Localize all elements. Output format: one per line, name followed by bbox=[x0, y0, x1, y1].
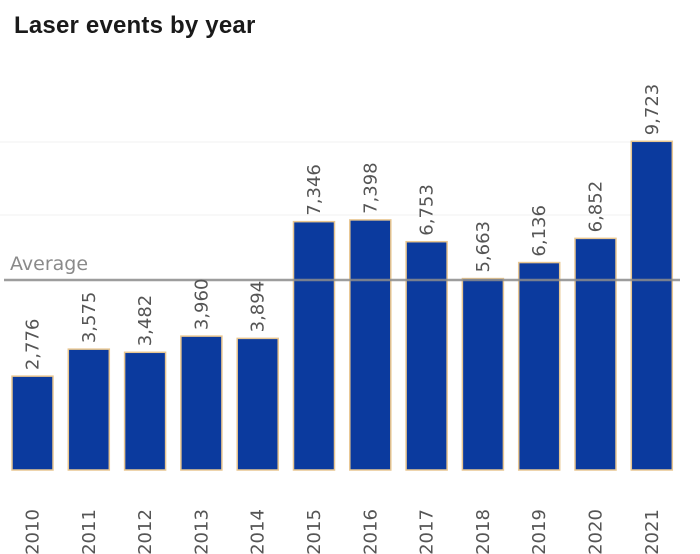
bar-2021 bbox=[630, 140, 674, 471]
chart-title: Laser events by year bbox=[14, 12, 256, 39]
bar-2013 bbox=[180, 335, 223, 471]
value-label-2014: 3,894 bbox=[248, 281, 269, 333]
value-label-2019: 6,136 bbox=[529, 205, 550, 257]
bar-2016 bbox=[349, 219, 392, 471]
x-tick-2013: 2013 bbox=[191, 509, 212, 554]
value-label-2015: 7,346 bbox=[304, 164, 325, 216]
x-tick-2011: 2011 bbox=[79, 509, 100, 554]
bar-2018 bbox=[461, 277, 505, 471]
x-axis-ticks: 2010 2011 2012 2013 2014 2015 2016 2017 2018 2019… bbox=[23, 509, 663, 554]
value-labels: 2,776 3,575 3,482 3,960 3,894 7,346 7,398 6,753… bbox=[23, 84, 663, 370]
average-reference: Average bbox=[4, 253, 680, 282]
bars bbox=[11, 140, 674, 471]
bar-2020 bbox=[574, 237, 617, 471]
bar-2019 bbox=[517, 261, 561, 471]
average-label: Average bbox=[10, 253, 88, 275]
x-tick-2021: 2021 bbox=[642, 509, 663, 554]
x-tick-2012: 2012 bbox=[135, 509, 156, 554]
value-label-2016: 7,398 bbox=[360, 162, 381, 214]
value-label-2011: 3,575 bbox=[79, 292, 100, 344]
x-tick-2010: 2010 bbox=[23, 509, 44, 554]
x-tick-2018: 2018 bbox=[473, 509, 494, 554]
bar-2014 bbox=[236, 337, 279, 471]
value-label-2010: 2,776 bbox=[23, 319, 44, 371]
value-label-2018: 5,663 bbox=[473, 221, 494, 273]
bar-2011 bbox=[67, 348, 111, 471]
x-tick-2020: 2020 bbox=[586, 509, 607, 554]
gridlines bbox=[0, 141, 672, 216]
value-label-2017: 6,753 bbox=[417, 184, 438, 236]
bar-2015 bbox=[292, 220, 336, 471]
value-label-2012: 3,482 bbox=[135, 295, 156, 347]
value-label-2013: 3,960 bbox=[191, 279, 212, 331]
bar-2012 bbox=[123, 351, 167, 471]
x-tick-2017: 2017 bbox=[417, 509, 438, 554]
x-tick-2016: 2016 bbox=[360, 509, 381, 554]
value-label-2020: 6,852 bbox=[586, 181, 607, 233]
value-label-2021: 9,723 bbox=[642, 84, 663, 136]
x-tick-2019: 2019 bbox=[529, 509, 550, 554]
bar-2017 bbox=[405, 240, 448, 471]
x-tick-2015: 2015 bbox=[304, 509, 325, 554]
bar-2010 bbox=[11, 375, 54, 471]
x-tick-2014: 2014 bbox=[248, 509, 269, 554]
